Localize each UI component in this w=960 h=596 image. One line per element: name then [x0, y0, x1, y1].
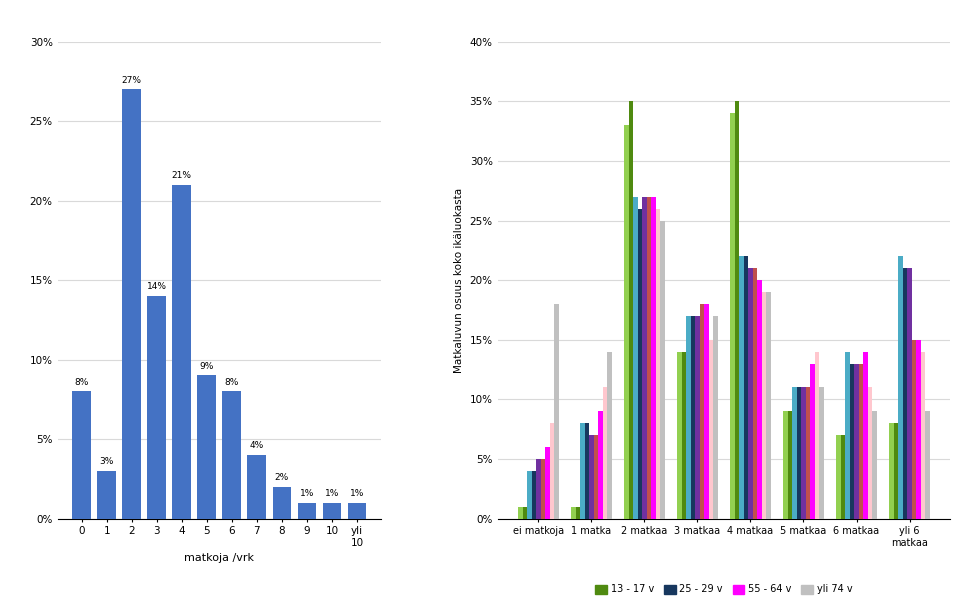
Bar: [273, 487, 291, 519]
Bar: [532, 471, 536, 519]
Bar: [731, 113, 734, 519]
Bar: [783, 411, 788, 519]
Bar: [634, 197, 637, 519]
Bar: [223, 392, 241, 519]
Bar: [863, 352, 868, 519]
Bar: [122, 89, 141, 519]
Bar: [540, 459, 545, 519]
Bar: [894, 423, 899, 519]
Text: 8%: 8%: [225, 378, 239, 387]
Bar: [859, 364, 863, 519]
Bar: [522, 507, 527, 519]
Bar: [713, 316, 718, 519]
Bar: [802, 387, 805, 519]
Bar: [912, 340, 916, 519]
Bar: [734, 101, 739, 519]
Bar: [748, 268, 753, 519]
Bar: [571, 507, 576, 519]
Bar: [836, 435, 841, 519]
Bar: [850, 364, 854, 519]
Bar: [550, 423, 554, 519]
Bar: [761, 292, 766, 519]
Bar: [744, 256, 748, 519]
Bar: [580, 423, 585, 519]
Bar: [907, 268, 912, 519]
Bar: [815, 352, 819, 519]
Bar: [695, 316, 700, 519]
Bar: [651, 197, 656, 519]
Text: 27%: 27%: [122, 76, 142, 85]
Bar: [298, 502, 317, 519]
Bar: [323, 502, 342, 519]
Text: 3%: 3%: [100, 457, 114, 466]
Bar: [902, 268, 907, 519]
Bar: [148, 296, 166, 519]
Bar: [739, 256, 744, 519]
Bar: [753, 268, 757, 519]
Bar: [805, 387, 810, 519]
Text: 1%: 1%: [300, 489, 314, 498]
Bar: [792, 387, 797, 519]
Legend: 13 - 17 v, 18 - 24 v, 25 - 29 v, 30 - 44 v, 55 - 64 v, 65 - 74 v, yli 74 v: 13 - 17 v, 18 - 24 v, 25 - 29 v, 30 - 44…: [591, 581, 856, 596]
Bar: [656, 209, 660, 519]
Bar: [873, 411, 876, 519]
Bar: [810, 364, 815, 519]
Bar: [629, 101, 634, 519]
Bar: [173, 185, 191, 519]
Bar: [624, 125, 629, 519]
Bar: [248, 455, 266, 519]
Bar: [868, 387, 873, 519]
Text: 8%: 8%: [75, 378, 89, 387]
Bar: [682, 352, 686, 519]
Bar: [797, 387, 802, 519]
Text: 2%: 2%: [275, 473, 289, 482]
Bar: [536, 459, 540, 519]
Bar: [642, 197, 647, 519]
X-axis label: matkoja /vrk: matkoja /vrk: [184, 553, 254, 563]
Bar: [589, 435, 593, 519]
Y-axis label: Matkaluvun osuus koko ikäluokasta: Matkaluvun osuus koko ikäluokasta: [454, 188, 464, 372]
Bar: [637, 209, 642, 519]
Text: 1%: 1%: [349, 489, 364, 498]
Bar: [585, 423, 589, 519]
Bar: [690, 316, 695, 519]
Text: 9%: 9%: [200, 362, 214, 371]
Bar: [700, 304, 705, 519]
Bar: [916, 340, 921, 519]
Bar: [607, 352, 612, 519]
Bar: [899, 256, 902, 519]
Bar: [527, 471, 532, 519]
Bar: [708, 340, 713, 519]
Bar: [788, 411, 792, 519]
Bar: [593, 435, 598, 519]
Bar: [198, 375, 216, 519]
Bar: [348, 502, 367, 519]
Bar: [518, 507, 522, 519]
Bar: [889, 423, 894, 519]
Bar: [554, 304, 559, 519]
Bar: [925, 411, 930, 519]
Bar: [72, 392, 91, 519]
Bar: [819, 387, 824, 519]
Text: 4%: 4%: [250, 441, 264, 450]
Bar: [757, 280, 761, 519]
Bar: [598, 411, 603, 519]
Bar: [854, 364, 859, 519]
Bar: [660, 221, 664, 519]
Bar: [647, 197, 651, 519]
Bar: [603, 387, 607, 519]
Bar: [545, 447, 550, 519]
Bar: [705, 304, 708, 519]
Text: 21%: 21%: [172, 171, 192, 180]
Bar: [921, 352, 925, 519]
Text: 1%: 1%: [324, 489, 339, 498]
Bar: [841, 435, 845, 519]
Bar: [576, 507, 580, 519]
Bar: [677, 352, 682, 519]
Bar: [686, 316, 690, 519]
Bar: [766, 292, 771, 519]
Bar: [845, 352, 850, 519]
Text: 14%: 14%: [147, 283, 167, 291]
Bar: [97, 471, 116, 519]
